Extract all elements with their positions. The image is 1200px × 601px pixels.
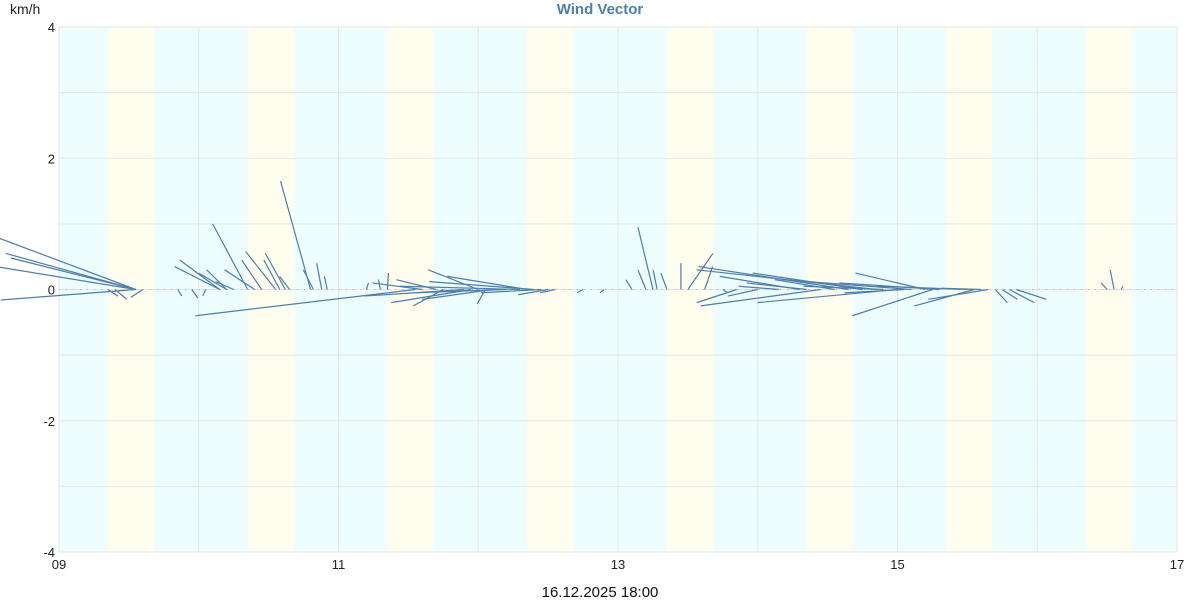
y-axis-ticks: -4 -2 0 2 4 xyxy=(43,20,55,560)
wind-vector xyxy=(0,237,137,291)
wind-vector xyxy=(191,289,199,299)
wind-vector xyxy=(1016,288,1047,300)
wind-vector xyxy=(10,257,137,291)
wind-vector xyxy=(803,285,884,291)
wind-vector xyxy=(518,288,549,296)
wind-vector xyxy=(215,281,234,291)
y-axis-unit-label: km/h xyxy=(10,1,41,17)
wind-vector xyxy=(195,288,416,317)
wind-vector xyxy=(422,288,493,300)
wind-vector xyxy=(400,285,521,291)
wind-vector xyxy=(844,288,905,294)
wind-vector xyxy=(852,288,933,317)
wind-vector xyxy=(1109,269,1115,290)
wind-vector xyxy=(428,269,479,291)
wind-vector xyxy=(941,287,982,291)
wind-vector xyxy=(263,259,281,290)
wind-vector xyxy=(481,288,542,294)
wind-vector xyxy=(476,289,486,305)
wind-vector xyxy=(855,272,926,291)
wind-vector xyxy=(1009,288,1035,304)
chart-title: Wind Vector xyxy=(556,1,644,18)
wind-vector xyxy=(1100,282,1108,290)
wind-vector xyxy=(377,279,382,290)
wind-vector xyxy=(264,253,286,290)
wind-vector xyxy=(700,288,821,307)
wind-vector xyxy=(177,289,183,297)
wind-vector xyxy=(1001,288,1018,300)
wind-vectors xyxy=(0,181,1124,317)
wind-vector xyxy=(447,275,528,291)
wind-vector xyxy=(372,282,423,291)
wind-vector xyxy=(224,269,255,291)
wind-vector xyxy=(114,289,128,300)
wind-vector xyxy=(660,272,668,290)
wind-vector xyxy=(637,269,647,290)
wind-vector xyxy=(364,288,465,297)
wind-vector xyxy=(396,279,437,291)
wind-vector xyxy=(0,288,136,301)
wind-vector xyxy=(928,288,989,300)
y-tick-label: 2 xyxy=(48,151,55,166)
wind-vector xyxy=(279,276,291,290)
x-tick-label: 15 xyxy=(890,557,904,572)
wind-vector xyxy=(781,279,912,291)
wind-vector xyxy=(245,251,277,290)
x-tick-label: 11 xyxy=(332,557,346,572)
wind-vector xyxy=(687,253,714,290)
wind-vector xyxy=(107,288,119,297)
wind-vector xyxy=(599,289,605,294)
y-tick-label: 4 xyxy=(48,20,55,35)
wind-vector xyxy=(994,289,1008,304)
wind-vector xyxy=(130,288,144,298)
wind-vector xyxy=(637,227,654,290)
y-tick-label: -4 xyxy=(43,545,55,560)
wind-vector xyxy=(386,273,390,290)
y-tick-label: 0 xyxy=(48,283,55,298)
wind-vector xyxy=(179,259,221,290)
x-axis-ticks: 09 11 13 15 17 xyxy=(52,557,1184,572)
wind-vector xyxy=(652,269,658,290)
wind-vector xyxy=(174,265,220,291)
wind-vector xyxy=(279,181,312,290)
wind-vector xyxy=(625,279,633,290)
wind-vector xyxy=(914,288,975,307)
x-tick-label: 13 xyxy=(611,557,625,572)
wind-vector xyxy=(746,282,807,291)
wind-vector xyxy=(365,282,370,290)
wind-vector xyxy=(302,269,314,290)
wind-vector xyxy=(323,276,328,290)
wind-vector xyxy=(416,288,507,294)
wind-vector xyxy=(241,259,263,290)
wind-vector xyxy=(212,223,249,290)
wind-vector xyxy=(774,279,835,291)
wind-vector xyxy=(316,263,323,290)
wind-vector xyxy=(576,288,584,294)
wind-vector xyxy=(704,266,714,290)
chart-timestamp: 16.12.2025 18:00 xyxy=(541,584,659,601)
wind-vector xyxy=(727,288,758,297)
wind-vector xyxy=(429,281,535,291)
wind-vector xyxy=(206,269,228,290)
wind-vector xyxy=(198,272,228,291)
x-tick-label: 17 xyxy=(1170,557,1184,572)
wind-vector xyxy=(696,288,737,304)
wind-vector xyxy=(1120,285,1124,290)
y-tick-label: -2 xyxy=(43,414,55,429)
wind-vector xyxy=(539,288,556,294)
wind-vector xyxy=(0,266,136,291)
wind-vector xyxy=(202,289,207,297)
grid-lines xyxy=(58,26,1178,553)
x-tick-label: 09 xyxy=(52,557,66,572)
wind-vector xyxy=(738,285,779,291)
